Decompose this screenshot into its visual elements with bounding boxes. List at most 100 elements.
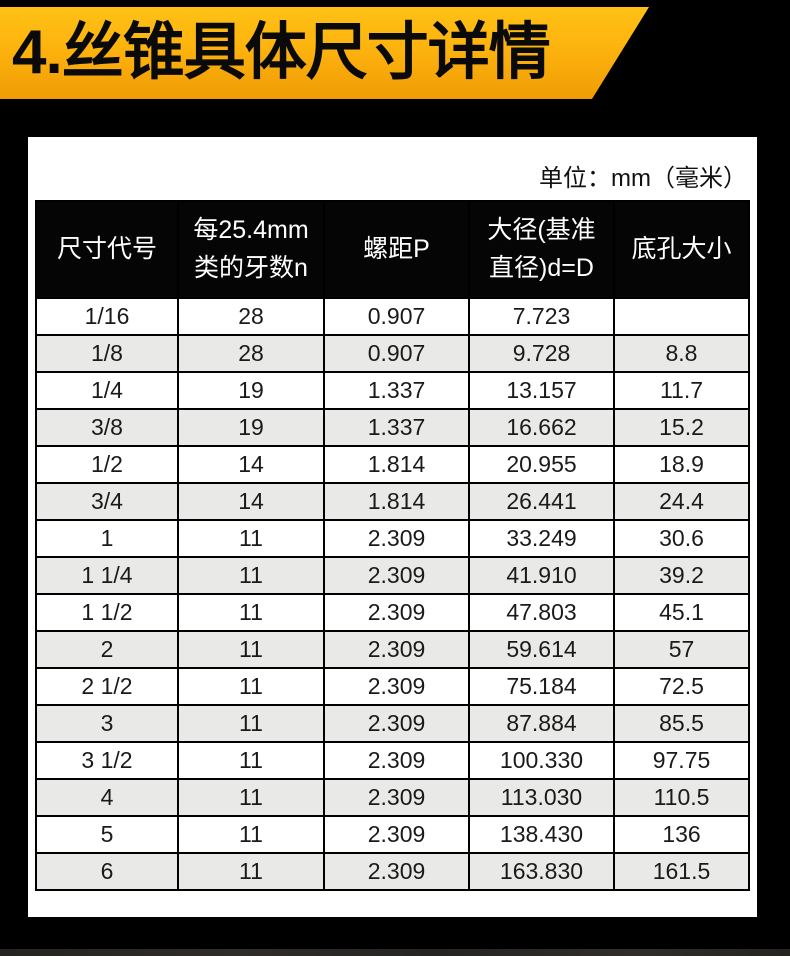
cell-major-diameter: 9.728 (468, 334, 615, 373)
cell-size-code: 3 (35, 704, 179, 743)
cell-pilot-hole: 72.5 (613, 667, 750, 706)
next-section-photo-edge (0, 949, 790, 956)
cell-size-code: 5 (35, 815, 179, 854)
cell-threads: 11 (177, 519, 325, 558)
cell-size-code: 2 1/2 (35, 667, 179, 706)
cell-pitch: 1.337 (323, 371, 470, 410)
header-pitch: 螺距P (323, 200, 470, 299)
table-row: 1/4 19 1.337 13.157 11.7 (35, 371, 750, 410)
cell-threads: 11 (177, 630, 325, 669)
table-header-row: 尺寸代号 每25.4mm 类的牙数n 螺距P 大径(基准 直径)d=D 底孔大小 (35, 200, 750, 299)
table-row: 5 11 2.309 138.430 136 (35, 815, 750, 854)
cell-threads: 11 (177, 852, 325, 891)
cell-pitch: 2.309 (323, 593, 470, 632)
cell-threads: 11 (177, 704, 325, 743)
cell-size-code: 2 (35, 630, 179, 669)
cell-threads: 28 (177, 334, 325, 373)
section-title: 4.丝锥具体尺寸详情 (12, 18, 550, 87)
table-row: 1/16 28 0.907 7.723 (35, 297, 750, 336)
cell-pitch: 2.309 (323, 667, 470, 706)
cell-threads: 14 (177, 445, 325, 484)
cell-pitch: 0.907 (323, 334, 470, 373)
cell-pilot-hole: 30.6 (613, 519, 750, 558)
cell-threads: 19 (177, 371, 325, 410)
cell-pilot-hole: 136 (613, 815, 750, 854)
cell-pilot-hole: 85.5 (613, 704, 750, 743)
cell-pitch: 2.309 (323, 778, 470, 817)
cell-major-diameter: 13.157 (468, 371, 615, 410)
cell-major-diameter: 47.803 (468, 593, 615, 632)
table-row: 3/4 14 1.814 26.441 24.4 (35, 482, 750, 521)
cell-pilot-hole: 45.1 (613, 593, 750, 632)
cell-major-diameter: 59.614 (468, 630, 615, 669)
cell-major-diameter: 163.830 (468, 852, 615, 891)
table-row: 1 11 2.309 33.249 30.6 (35, 519, 750, 558)
cell-pilot-hole: 8.8 (613, 334, 750, 373)
table-row: 1 1/4 11 2.309 41.910 39.2 (35, 556, 750, 595)
cell-pilot-hole: 18.9 (613, 445, 750, 484)
cell-size-code: 1/2 (35, 445, 179, 484)
table-row: 1 1/2 11 2.309 47.803 45.1 (35, 593, 750, 632)
cell-threads: 28 (177, 297, 325, 336)
cell-size-code: 4 (35, 778, 179, 817)
cell-pilot-hole: 24.4 (613, 482, 750, 521)
table-row: 2 1/2 11 2.309 75.184 72.5 (35, 667, 750, 706)
cell-pitch: 1.814 (323, 482, 470, 521)
cell-pilot-hole (613, 297, 750, 336)
cell-major-diameter: 113.030 (468, 778, 615, 817)
section-title-banner: 4.丝锥具体尺寸详情 (0, 7, 649, 99)
cell-pilot-hole: 15.2 (613, 408, 750, 447)
cell-major-diameter: 7.723 (468, 297, 615, 336)
table-row: 3 11 2.309 87.884 85.5 (35, 704, 750, 743)
header-major-diameter: 大径(基准 直径)d=D (468, 200, 615, 299)
cell-pilot-hole: 110.5 (613, 778, 750, 817)
header-size-code: 尺寸代号 (35, 200, 179, 299)
cell-pitch: 2.309 (323, 741, 470, 780)
table-row: 2 11 2.309 59.614 57 (35, 630, 750, 669)
cell-pilot-hole: 11.7 (613, 371, 750, 410)
cell-pitch: 2.309 (323, 556, 470, 595)
cell-pilot-hole: 161.5 (613, 852, 750, 891)
cell-pitch: 2.309 (323, 852, 470, 891)
table-body: 1/16 28 0.907 7.723 1/8 28 0.907 9.728 8.8 1/4 1… (35, 297, 750, 891)
cell-size-code: 1 (35, 519, 179, 558)
cell-major-diameter: 20.955 (468, 445, 615, 484)
table-row: 4 11 2.309 113.030 110.5 (35, 778, 750, 817)
cell-threads: 11 (177, 556, 325, 595)
table-row: 3/8 19 1.337 16.662 15.2 (35, 408, 750, 447)
cell-threads: 11 (177, 667, 325, 706)
tap-size-table: 尺寸代号 每25.4mm 类的牙数n 螺距P 大径(基准 直径)d=D 底孔大小… (35, 200, 750, 891)
cell-size-code: 6 (35, 852, 179, 891)
table-header: 尺寸代号 每25.4mm 类的牙数n 螺距P 大径(基准 直径)d=D 底孔大小 (35, 200, 750, 299)
cell-threads: 11 (177, 815, 325, 854)
header-threads-per-inch: 每25.4mm 类的牙数n (177, 200, 325, 299)
table-row: 1/2 14 1.814 20.955 18.9 (35, 445, 750, 484)
cell-pitch: 2.309 (323, 519, 470, 558)
cell-threads: 11 (177, 593, 325, 632)
cell-major-diameter: 33.249 (468, 519, 615, 558)
cell-size-code: 3/8 (35, 408, 179, 447)
cell-pilot-hole: 39.2 (613, 556, 750, 595)
cell-size-code: 1/8 (35, 334, 179, 373)
cell-pitch: 2.309 (323, 704, 470, 743)
cell-major-diameter: 41.910 (468, 556, 615, 595)
cell-pitch: 2.309 (323, 630, 470, 669)
cell-pitch: 2.309 (323, 815, 470, 854)
cell-size-code: 1 1/2 (35, 593, 179, 632)
cell-size-code: 1/16 (35, 297, 179, 336)
table-row: 1/8 28 0.907 9.728 8.8 (35, 334, 750, 373)
cell-major-diameter: 75.184 (468, 667, 615, 706)
spec-panel: 单位：mm（毫米） 尺寸代号 每25.4mm 类的牙数n 螺距P 大径(基准 直… (28, 137, 757, 917)
cell-major-diameter: 16.662 (468, 408, 615, 447)
cell-pitch: 1.814 (323, 445, 470, 484)
cell-major-diameter: 138.430 (468, 815, 615, 854)
cell-size-code: 1 1/4 (35, 556, 179, 595)
cell-pitch: 1.337 (323, 408, 470, 447)
cell-threads: 19 (177, 408, 325, 447)
cell-threads: 14 (177, 482, 325, 521)
cell-major-diameter: 87.884 (468, 704, 615, 743)
table-row: 3 1/2 11 2.309 100.330 97.75 (35, 741, 750, 780)
cell-size-code: 3/4 (35, 482, 179, 521)
cell-major-diameter: 100.330 (468, 741, 615, 780)
